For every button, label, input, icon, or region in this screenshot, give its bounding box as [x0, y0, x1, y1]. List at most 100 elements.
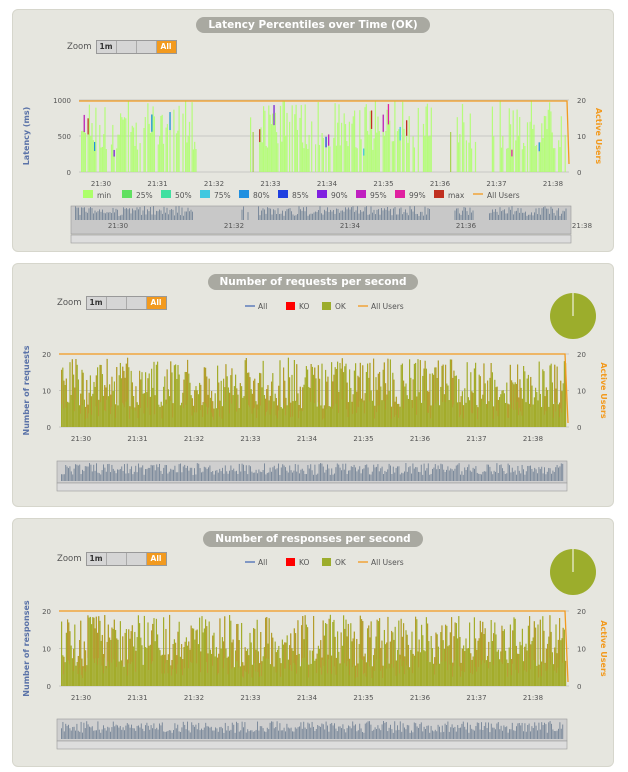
- legend-swatch: [200, 190, 210, 198]
- zoom-1m-button[interactable]: 1m: [96, 41, 117, 53]
- zoom-all-button[interactable]: All: [156, 41, 176, 53]
- all-line: [479, 376, 481, 407]
- ok-bar: [104, 385, 106, 427]
- navigator-series: [299, 473, 300, 481]
- zoom-button-3[interactable]: [126, 553, 147, 565]
- navigator-series: [360, 473, 362, 481]
- latency-bar: [116, 148, 118, 172]
- ok-bar: [65, 632, 67, 686]
- navigator-series: [408, 467, 410, 481]
- all-line: [284, 380, 285, 409]
- ok-bar: [89, 375, 91, 427]
- all-line: [368, 625, 369, 662]
- latency-bar: [279, 105, 282, 172]
- all-line: [116, 367, 117, 404]
- navigator-series: [78, 207, 79, 220]
- latency-bar: [542, 138, 544, 172]
- navigator-series: [351, 207, 352, 220]
- legend-label: All Users: [371, 558, 404, 567]
- zoom-all-button[interactable]: All: [146, 553, 166, 565]
- latency-bar: [511, 149, 513, 157]
- all-line: [460, 662, 462, 677]
- ok-bar: [267, 385, 269, 427]
- ok-bar: [549, 365, 551, 427]
- latency-bar: [370, 110, 373, 172]
- ok-bar: [221, 637, 223, 686]
- ok-bar: [121, 378, 123, 427]
- zoom-button-2[interactable]: [106, 297, 127, 309]
- ok-bar: [74, 624, 76, 686]
- navigator-series: [426, 468, 428, 481]
- ok-bar: [473, 617, 475, 686]
- latency-bar: [393, 141, 395, 172]
- ok-bar: [135, 650, 137, 686]
- zoom-all-button[interactable]: All: [146, 297, 166, 309]
- navigator-series: [115, 473, 117, 481]
- navigator-series: [309, 214, 310, 220]
- ok-bar: [529, 616, 531, 686]
- ok-bar: [171, 372, 173, 427]
- ok-bar: [561, 391, 563, 427]
- zoom-button-3[interactable]: [136, 41, 157, 53]
- x-tick-label: 21:33: [240, 694, 260, 702]
- navigator-series: [279, 474, 281, 481]
- ok-bar: [93, 381, 95, 427]
- navigator-series: [432, 730, 433, 739]
- all-line: [302, 387, 303, 412]
- navigator-series: [505, 213, 507, 220]
- zoom-button-2[interactable]: [106, 553, 127, 565]
- ok-bar: [237, 394, 239, 427]
- navigator-series: [524, 474, 526, 481]
- latency-bar: [559, 147, 561, 172]
- navigator-series: [194, 726, 195, 739]
- zoom-button-3[interactable]: [126, 297, 147, 309]
- navigator-series: [136, 472, 138, 481]
- navigator-series: [404, 727, 405, 739]
- navigator-series: [511, 722, 513, 739]
- navigator-series: [366, 722, 368, 739]
- latency-bar: [461, 103, 464, 172]
- ok-bar: [295, 633, 297, 686]
- ok-bar: [493, 633, 495, 686]
- ok-bar: [453, 370, 455, 427]
- all-line: [501, 625, 502, 662]
- navigator-series: [406, 471, 408, 481]
- zoom-1m-button[interactable]: 1m: [86, 553, 107, 565]
- latency-bar: [266, 147, 269, 172]
- zoom-1m-button[interactable]: 1m: [86, 297, 107, 309]
- ok-bar: [200, 651, 202, 686]
- all-line: [271, 381, 272, 409]
- latency-bar: [134, 145, 136, 172]
- ok-bar: [135, 386, 137, 427]
- all-line: [106, 641, 108, 669]
- ok-bar: [339, 663, 341, 686]
- ok-bar: [298, 404, 300, 427]
- ok-bar: [502, 390, 504, 427]
- navigator-series: [75, 730, 76, 739]
- navigator-series: [96, 730, 97, 739]
- all-line: [71, 359, 73, 400]
- all-line: [188, 641, 189, 669]
- navigator-series: [535, 208, 537, 220]
- ok-bar: [391, 630, 393, 686]
- all-line: [487, 380, 488, 409]
- ok-bar: [423, 650, 425, 686]
- ok-bar: [81, 658, 83, 686]
- all-line: [171, 659, 172, 676]
- navigator-series: [142, 728, 144, 739]
- all-line: [559, 618, 560, 659]
- navigator-series: [548, 467, 550, 481]
- navigator-series: [472, 729, 474, 739]
- navigator-series: [508, 207, 510, 220]
- latency-bar: [545, 116, 547, 172]
- ok-bar: [268, 400, 270, 427]
- all-line: [401, 636, 403, 667]
- navigator-series: [450, 468, 452, 481]
- ok-bar: [145, 647, 147, 686]
- navigator-series: [131, 466, 132, 481]
- ok-bar: [110, 394, 112, 427]
- all-line: [227, 656, 229, 675]
- ok-bar: [212, 635, 214, 686]
- ok-bar: [97, 367, 99, 427]
- zoom-button-2[interactable]: [116, 41, 137, 53]
